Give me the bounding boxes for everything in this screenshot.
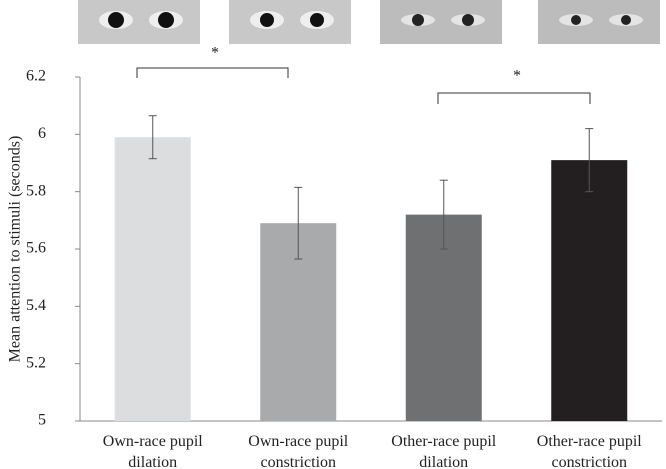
error-bar <box>585 128 594 193</box>
error-bar <box>148 115 157 160</box>
y-tick-label: 5.8 <box>26 182 46 199</box>
y-tick-label: 5.6 <box>26 240 46 257</box>
x-tick-label: Other-race pupil dilation <box>391 433 497 469</box>
y-tick-label: 5.2 <box>26 354 46 371</box>
significance-bracket <box>437 92 591 104</box>
eye-images <box>78 0 660 44</box>
x-tick-label: Other-race pupil constriction <box>537 433 643 469</box>
significance-star: * <box>211 45 219 62</box>
significance-star: * <box>513 68 521 85</box>
y-tick-label: 6.2 <box>26 68 46 85</box>
y-tick-label: 5 <box>38 412 46 429</box>
x-tick-label: Own-race pupil dilation <box>103 433 204 469</box>
error-bar <box>294 186 303 260</box>
y-axis-label: Mean attention to stimuli (seconds) <box>7 136 24 363</box>
bar <box>551 160 628 421</box>
significance-bracket <box>136 67 289 78</box>
y-tick-label: 5.4 <box>26 297 46 314</box>
bar <box>114 137 191 421</box>
y-tick-label: 6 <box>38 125 46 142</box>
x-tick-label: Own-race pupil constriction <box>248 433 349 469</box>
error-bar <box>439 179 448 250</box>
